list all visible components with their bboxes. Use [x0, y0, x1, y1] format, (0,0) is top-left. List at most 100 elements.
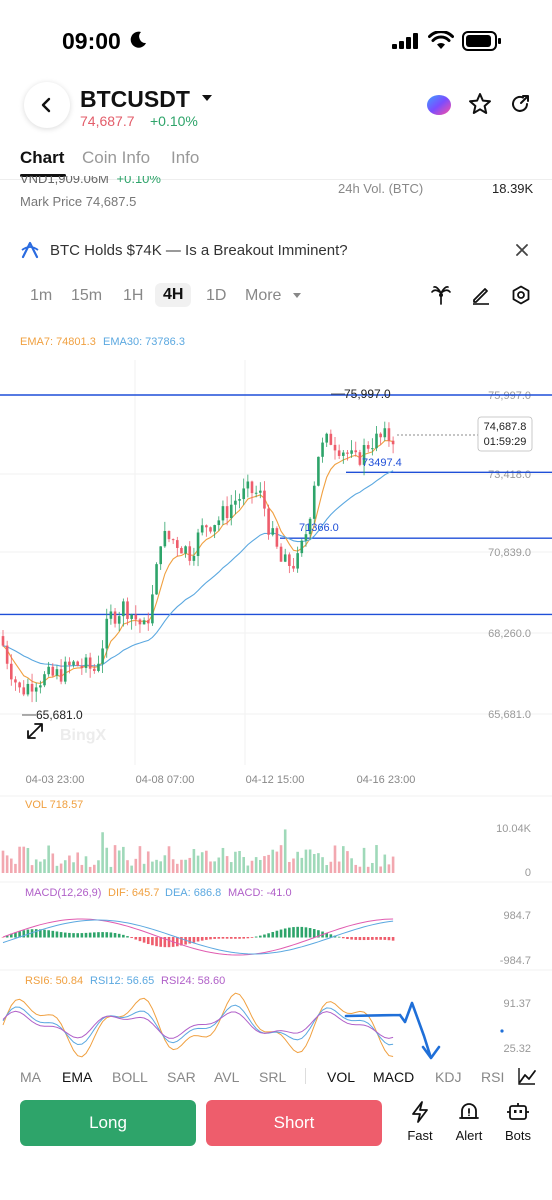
volume-bar	[180, 859, 183, 873]
indicator-tab-rsi[interactable]: RSI	[481, 1069, 505, 1085]
settings-hex-icon[interactable]	[511, 285, 531, 305]
time-tick: 04-12 15:00	[246, 774, 305, 786]
interval-4h[interactable]: 4H	[155, 283, 192, 307]
candle-body	[342, 452, 345, 456]
share-icon[interactable]	[508, 92, 532, 116]
volume-bar	[387, 864, 391, 873]
volume-bar	[72, 862, 75, 873]
short-button[interactable]: Short	[206, 1100, 382, 1146]
rsi-line	[2, 992, 394, 1058]
tab-chart[interactable]: Chart	[20, 148, 65, 167]
interval-1d[interactable]: 1D	[206, 287, 227, 304]
symbol-title[interactable]: BTCUSDT	[80, 86, 190, 112]
indicator-tab-boll[interactable]: BOLL	[112, 1069, 148, 1085]
macd-histogram-bar	[279, 929, 283, 938]
tab-coin-info[interactable]: Coin Info	[82, 148, 151, 167]
indicator-tab-kdj[interactable]: KDJ	[435, 1069, 462, 1085]
macd-histogram-bar	[10, 933, 13, 938]
caret-down-icon[interactable]	[200, 92, 214, 104]
candle-body	[18, 682, 21, 688]
volume-bar	[221, 847, 225, 873]
interval-15m[interactable]: 15m	[71, 287, 103, 304]
indicator-tab-ema[interactable]: EMA	[62, 1069, 93, 1085]
indicator-tab-avl[interactable]: AVL	[214, 1069, 240, 1085]
macd-histogram-bar	[146, 937, 150, 945]
volume-bar	[288, 861, 291, 873]
news-banner[interactable]: BTC Holds $74K — Is a Breakout Imminent?	[0, 232, 552, 268]
market-stats: VND1,909.06M +0.10% Mark Price 74,687.5 …	[0, 176, 552, 212]
pencil-icon[interactable]	[471, 285, 491, 305]
macd-histogram-bar	[387, 937, 391, 941]
expand-icon[interactable]	[27, 723, 43, 739]
indicator-tab-macd[interactable]: MACD	[373, 1069, 415, 1085]
rsi24-label: RSI24: 58.60	[161, 975, 225, 987]
indicator-tab-ma[interactable]: MA	[20, 1069, 41, 1085]
macd-histogram-bar	[229, 937, 233, 939]
candle-body	[39, 685, 42, 688]
macd-histogram-bar	[246, 937, 250, 939]
volume-bar	[234, 851, 237, 873]
star-icon[interactable]	[468, 92, 492, 116]
macd-histogram-bar	[213, 937, 216, 939]
caret-down-icon[interactable]	[292, 292, 302, 300]
macd-tick: 984.7	[503, 910, 531, 922]
candle-body	[105, 618, 109, 649]
candle-body	[246, 481, 250, 489]
candle-body	[134, 614, 138, 620]
back-button[interactable]	[24, 82, 70, 128]
tab-info[interactable]: Info	[171, 148, 200, 167]
macd-histogram-bar	[138, 937, 142, 942]
ai-orb-icon[interactable]	[426, 92, 452, 118]
bots-button[interactable]: Bots	[496, 1100, 540, 1143]
bottom-action-bar: Long Short Fast Alert Bots	[0, 1092, 552, 1200]
interval-1m[interactable]: 1m	[30, 287, 53, 304]
volume-bar	[354, 864, 358, 873]
macd-series	[1, 918, 395, 956]
indicator-tab-vol[interactable]: VOL	[327, 1069, 356, 1085]
candle-body	[312, 485, 316, 519]
macd-histogram-bar	[142, 937, 146, 943]
volume-bar	[47, 845, 50, 873]
volume-bar	[1, 850, 5, 873]
fast-button[interactable]: Fast	[398, 1100, 442, 1143]
macd-histogram-bar	[292, 927, 295, 938]
indicator-palm-icon[interactable]	[430, 284, 452, 306]
indicator-tab-srl[interactable]: SRL	[259, 1069, 287, 1085]
volume-bar	[68, 855, 71, 873]
interval-1h[interactable]: 1H	[123, 287, 144, 304]
candle-body	[93, 668, 96, 671]
volume-bar	[292, 858, 295, 873]
alert-button[interactable]: Alert	[447, 1100, 491, 1143]
volume-bar	[76, 852, 79, 873]
price-tick: 73,418.0	[488, 469, 531, 481]
candle-body	[221, 506, 225, 521]
vol-label: VOL 718.57	[25, 799, 83, 811]
volume-bar	[134, 858, 138, 873]
macd-histogram-bar	[371, 937, 374, 940]
price-chart[interactable]: EMA7: 74801.3 EMA30: 73786.3 75,997.0 73…	[0, 320, 552, 1070]
watermark: BingX	[60, 727, 107, 744]
news-headline[interactable]: BTC Holds $74K — Is a Breakout Imminent?	[50, 242, 348, 259]
indicator-settings-icon[interactable]	[517, 1066, 537, 1086]
candles	[1, 421, 395, 703]
volume-bar	[238, 850, 241, 873]
macd-histogram-bar	[254, 936, 258, 938]
macd-histogram-bar	[159, 937, 162, 947]
volume-bar	[97, 860, 100, 873]
volume-bar	[225, 856, 229, 873]
long-button[interactable]: Long	[20, 1100, 196, 1146]
close-icon[interactable]	[514, 242, 530, 258]
candle-body	[130, 614, 133, 619]
volume-bar	[217, 857, 221, 873]
candle-body	[22, 687, 26, 695]
interval-more[interactable]: More	[245, 287, 282, 304]
dea-line	[2, 919, 394, 955]
indicator-tab-sar[interactable]: SAR	[167, 1069, 196, 1085]
volume-bar	[130, 865, 133, 873]
volume-bar	[93, 864, 96, 873]
volume-bar	[176, 863, 179, 873]
volume-bar	[126, 860, 129, 873]
macd-histogram-bar	[167, 937, 171, 948]
volume-bar	[383, 854, 387, 873]
macd-histogram-bar	[176, 937, 179, 947]
